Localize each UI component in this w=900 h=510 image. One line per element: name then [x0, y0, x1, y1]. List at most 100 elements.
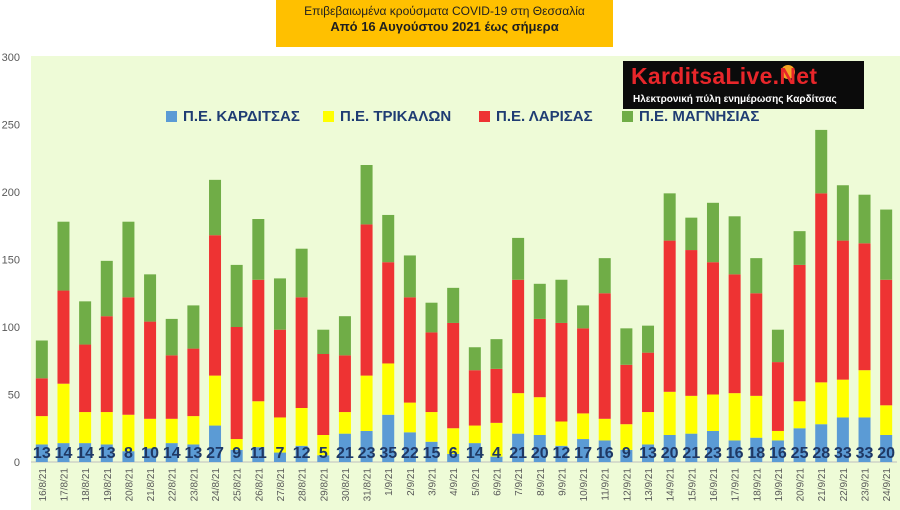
bar-larisa: [533, 318, 546, 398]
bar-magnisia: [620, 328, 633, 365]
bar-karditsa: [230, 449, 243, 462]
data-label-karditsa: 13: [98, 445, 116, 462]
data-label-karditsa: 8: [124, 445, 133, 462]
bar-karditsa: [728, 440, 741, 462]
bar-larisa: [187, 348, 200, 417]
data-label-karditsa: 16: [596, 445, 614, 462]
bar-magnisia: [403, 255, 416, 298]
bar-magnisia: [793, 231, 806, 265]
bar-magnisia: [209, 179, 222, 236]
bar-karditsa: [490, 456, 503, 462]
bar-magnisia: [447, 287, 460, 323]
bar-trikala: [858, 370, 871, 418]
bar-magnisia: [295, 248, 308, 298]
bar-trikala: [815, 382, 828, 425]
bar-larisa: [209, 235, 222, 376]
bar-karditsa: [555, 445, 568, 462]
x-tick-label: 31/8/21: [363, 468, 374, 502]
legend-label-larisa: Π.Ε. ΛΑΡΙΣΑΣ: [496, 107, 593, 125]
x-tick-label: 19/8/21: [103, 468, 114, 502]
bar-larisa: [663, 240, 676, 392]
data-label-karditsa: 16: [726, 445, 744, 462]
bar-magnisia: [512, 237, 525, 280]
bar-trikala: [728, 393, 741, 441]
data-label-karditsa: 25: [791, 445, 809, 462]
data-label-karditsa: 9: [232, 445, 241, 462]
bar-magnisia: [577, 305, 590, 329]
data-label-karditsa: 6: [449, 445, 458, 462]
x-tick-label: 10/9/21: [579, 468, 590, 502]
bar-larisa: [122, 297, 135, 415]
legend-swatch-larisa: [479, 110, 490, 122]
bar-karditsa: [360, 430, 373, 462]
chart-title-box: Επιβεβαιωμένα κρούσματα COVID-19 στη Θεσ…: [276, 0, 613, 47]
bar-larisa: [317, 354, 330, 435]
bar-larisa: [620, 364, 633, 425]
bar-karditsa: [533, 435, 546, 462]
bar-larisa: [447, 322, 460, 429]
bar-trikala: [706, 394, 719, 431]
bar-trikala: [447, 428, 460, 454]
data-label-karditsa: 10: [141, 445, 159, 462]
bar-larisa: [490, 368, 503, 423]
bar-magnisia: [382, 214, 395, 263]
bar-trikala: [165, 418, 178, 444]
bar-magnisia: [165, 318, 178, 356]
bar-larisa: [79, 344, 92, 413]
bar-trikala: [382, 363, 395, 415]
x-tick-label: 9/9/21: [557, 468, 568, 496]
bar-larisa: [815, 193, 828, 383]
x-tick-label: 7/9/21: [514, 468, 525, 496]
bar-magnisia: [815, 129, 828, 194]
y-tick-label: 50: [8, 390, 20, 402]
bar-magnisia: [230, 264, 243, 327]
y-tick-label: 250: [2, 120, 20, 132]
bar-karditsa: [252, 447, 265, 462]
bar-karditsa: [880, 435, 893, 462]
bar-magnisia: [598, 258, 611, 294]
bar-larisa: [577, 328, 590, 414]
bar-trikala: [338, 412, 351, 434]
bar-karditsa: [209, 425, 222, 462]
legend-swatch-magnisia: [622, 110, 633, 122]
x-tick-label: 29/8/21: [319, 468, 330, 502]
bar-trikala: [598, 418, 611, 441]
bar-larisa: [728, 274, 741, 394]
bar-trikala: [555, 421, 568, 446]
data-label-karditsa: 12: [293, 445, 311, 462]
bar-magnisia: [144, 274, 157, 322]
bar-trikala: [771, 430, 784, 441]
x-tick-label: 21/9/21: [817, 468, 828, 502]
x-tick-label: 11/9/21: [601, 468, 612, 501]
bar-larisa: [836, 240, 849, 380]
legend-swatch-trikala: [323, 110, 334, 122]
data-label-karditsa: 14: [163, 445, 181, 462]
bar-karditsa: [468, 443, 481, 462]
bar-magnisia: [79, 301, 92, 345]
bar-larisa: [598, 293, 611, 419]
bar-trikala: [836, 379, 849, 418]
bar-magnisia: [468, 347, 481, 371]
bar-larisa: [338, 355, 351, 413]
bar-magnisia: [317, 329, 330, 354]
data-label-karditsa: 27: [206, 445, 224, 462]
bar-trikala: [273, 417, 286, 453]
bar-trikala: [144, 418, 157, 449]
x-tick-label: 21/8/21: [146, 468, 157, 502]
x-tick-label: 1/9/21: [384, 468, 395, 496]
bar-karditsa: [685, 433, 698, 462]
bar-larisa: [230, 327, 243, 440]
bar-magnisia: [57, 221, 70, 291]
bar-karditsa: [836, 417, 849, 462]
data-label-karditsa: 28: [812, 445, 830, 462]
legend-item-karditsa: Π.Ε. ΚΑΡΔΙΤΣΑΣ: [166, 106, 300, 126]
bar-trikala: [230, 439, 243, 450]
bar-trikala: [295, 408, 308, 446]
data-label-karditsa: 21: [682, 445, 700, 462]
bar-magnisia: [252, 219, 265, 280]
bar-magnisia: [100, 260, 113, 317]
y-tick-label: 300: [2, 52, 20, 64]
bar-magnisia: [425, 302, 438, 333]
bar-larisa: [252, 279, 265, 402]
